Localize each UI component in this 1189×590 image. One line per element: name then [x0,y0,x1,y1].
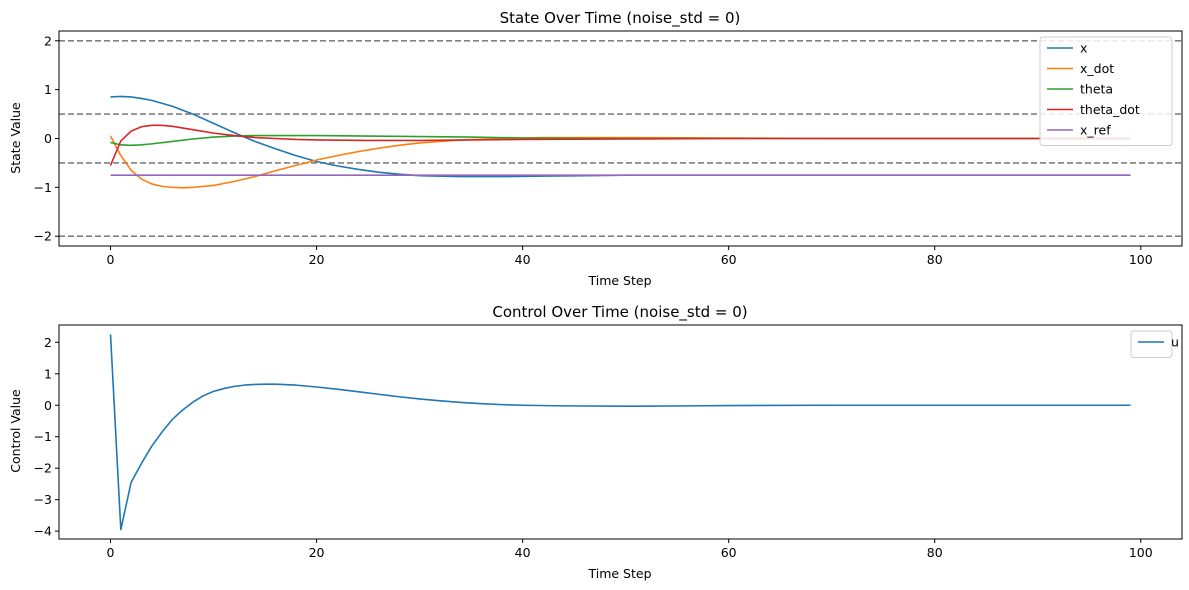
control-chart-ytick-label-3: −1 [34,429,52,444]
control-chart-legend: u [1130,330,1179,358]
state-chart-ytick-label-4: 2 [44,33,52,48]
state-chart-series-x-dot [109,135,1131,189]
control-chart-title: Control Over Time (noise_std = 0) [492,303,747,322]
state-chart-legend-label-theta: theta [1080,82,1113,97]
state-chart-xtick-label-4: 80 [927,252,943,267]
state-chart-xtick-label-2: 40 [515,252,531,267]
state-chart-series-theta-dot [109,124,1131,166]
state-chart-ytick-label-3: 1 [44,82,52,97]
control-chart-xlabel: Time Step [587,566,651,581]
control-chart-legend-label-u: u [1171,335,1179,350]
state-chart-legend-label-x-ref: x_ref [1080,123,1111,138]
state-chart-title: State Over Time (noise_std = 0) [500,9,741,28]
control-chart-xtick-label-2: 40 [515,545,531,560]
control-chart: Control Over Time (noise_std = 0) Time S… [8,303,1183,581]
state-chart-ytick-label-2: 0 [44,131,52,146]
state-chart: State Over Time (noise_std = 0) Time Ste… [8,9,1183,288]
control-chart-xtick-label-0: 0 [107,545,115,560]
state-chart-axes-frame [58,30,1183,247]
state-chart-ytick-label-1: −1 [34,180,52,195]
control-chart-ytick-label-5: 1 [44,366,52,381]
control-chart-xtick-label-5: 100 [1129,545,1153,560]
state-chart-legend-label-theta-dot: theta_dot [1080,102,1140,117]
state-chart-xtick-label-3: 60 [721,252,737,267]
state-chart-xtick-label-5: 100 [1129,252,1153,267]
control-chart-ytick-label-6: 2 [44,335,52,350]
state-chart-ylabel: State Value [8,102,23,174]
state-chart-ytick-label-0: −2 [34,229,52,244]
state-chart-xtick-label-1: 20 [309,252,325,267]
state-chart-xlabel: Time Step [587,273,651,288]
control-chart-xtick-label-4: 80 [927,545,943,560]
control-chart-series-u [109,334,1131,531]
state-chart-xtick-label-0: 0 [107,252,115,267]
state-chart-legend-label-x: x [1080,41,1087,56]
control-chart-ytick-label-1: −3 [34,492,52,507]
state-chart-legend-box [1039,36,1173,146]
control-chart-xtick-label-3: 60 [721,545,737,560]
state-chart-series-x [110,95,1131,178]
control-chart-ylabel: Control Value [8,389,23,473]
control-chart-plot-area: 0 20 40 60 80 100 −4 −3 −2 −1 0 1 2 u [34,324,1183,560]
control-chart-axes-frame [58,324,1183,540]
control-chart-xtick-label-1: 20 [309,545,325,560]
control-chart-ytick-label-2: −2 [34,461,52,476]
state-chart-legend-label-x-dot: x_dot [1080,61,1114,76]
control-chart-ytick-label-0: −4 [34,524,52,539]
control-chart-legend-box [1130,330,1173,358]
control-chart-ytick-label-4: 0 [44,398,52,413]
